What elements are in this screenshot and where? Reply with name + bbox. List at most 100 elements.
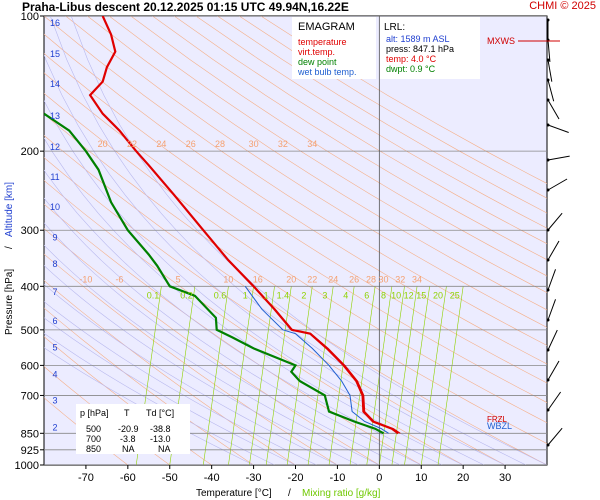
adiabat-label: 32 [395, 274, 405, 284]
mixing-ratio-label: 10 [391, 290, 401, 300]
dry-adiabat-line [44, 72, 547, 403]
mixing-ratio-label: 0.1 [147, 290, 160, 300]
data-table: p [hPa] T Td [°C] 500 -20.9 -38.8 700 -3… [76, 404, 190, 454]
legend-item-temperature: temperature [298, 37, 347, 47]
altitude-tick-label: 13 [50, 111, 60, 121]
dry-adiabat-line [44, 33, 547, 365]
mixing-ratio-label: 0.6 [214, 290, 227, 300]
mixing-ratio-label: 15 [416, 290, 426, 300]
table-header-t: T [124, 408, 130, 418]
altitude-tick-label: 9 [52, 233, 57, 243]
altitude-tick-label: 4 [52, 369, 57, 379]
x-tick-label: -20 [288, 472, 304, 484]
legend-heading: EMAGRAM [298, 21, 355, 33]
table-cell: NA [158, 444, 171, 454]
x-tick-label: 0 [376, 472, 382, 484]
altitude-tick-label: 15 [50, 49, 60, 59]
mixing-ratio-line [437, 286, 464, 465]
lrl-temp: temp: 4.0 °C [386, 54, 437, 64]
adiabat-label: 28 [366, 274, 376, 284]
dry-adiabat-line [174, 16, 547, 245]
mixing-ratio-label: 1.4 [277, 290, 290, 300]
dry-adiabat-line [130, 16, 547, 277]
wind-barb-staff [547, 360, 560, 381]
mixing-ratio-label: 6 [364, 290, 369, 300]
wind-barb-staff [547, 299, 556, 321]
frzl-label: FRZL [487, 415, 508, 424]
mixing-ratio-label: 2 [301, 290, 306, 300]
table-cell: NA [122, 444, 135, 454]
wind-barb-base [546, 18, 550, 22]
mixing-ratio-line [349, 286, 376, 465]
wind-barb-base [546, 158, 550, 162]
table-header-p: p [hPa] [80, 408, 109, 418]
adiabat-label: 32 [278, 139, 288, 149]
altitude-tick-label: 10 [50, 202, 60, 212]
credit-label: CHMI © 2025 [529, 0, 596, 12]
table-cell: -38.8 [150, 424, 171, 434]
lrl-heading: LRL: [384, 22, 405, 33]
adiabat-label: 28 [215, 139, 225, 149]
adiabat-label: 26 [349, 274, 359, 284]
adiabat-label: 24 [156, 139, 166, 149]
adiabat-label: 30 [379, 274, 389, 284]
wind-barb-staff [547, 59, 553, 82]
wind-barb-base [546, 258, 550, 262]
y-tick-label: 600 [21, 360, 39, 372]
plot-background [43, 15, 548, 466]
wind-barb-staff [547, 240, 560, 261]
mixing-ratio-label: 3 [322, 290, 327, 300]
x-tick-label: 20 [457, 472, 469, 484]
wind-barb-staff [547, 329, 558, 351]
mixing-ratio-line [307, 286, 334, 465]
wind-barb-base [546, 408, 550, 412]
table-header-td: Td [°C] [146, 408, 174, 418]
adiabat-label: 16 [253, 274, 263, 284]
mxws-label: MXWS [487, 36, 515, 46]
wind-barb-base [546, 188, 550, 192]
y-tick-label: 700 [21, 390, 39, 402]
adiabat-label: -10 [79, 274, 92, 284]
adiabat-label: 24 [328, 274, 338, 284]
lrl-alt: alt: 1589 m ASL [386, 34, 450, 44]
x-axis-label-mixing: Mixing ratio [g/kg] [302, 488, 381, 499]
altitude-tick-label: 3 [52, 396, 57, 406]
altitude-tick-label: 8 [52, 259, 57, 269]
legend: EMAGRAM temperature virt.temp. dew point… [292, 17, 376, 79]
mixing-ratio-label: 12 [404, 290, 414, 300]
wind-barb-staff [547, 39, 551, 62]
y-axis-title-group: Pressure [hPa] / Altitude [km] [4, 182, 15, 335]
y-tick-label: 400 [21, 281, 39, 293]
lrl-press: press: 847.1 hPa [386, 44, 454, 54]
wind-barb-base [546, 78, 550, 82]
dry-adiabat-line [87, 16, 547, 311]
altitude-tick-label: 2 [52, 422, 57, 432]
wind-barb-base [546, 123, 550, 127]
mixing-ratio-label: 4 [343, 290, 348, 300]
wind-barb-staff [547, 124, 569, 133]
table-cell: -20.9 [118, 424, 139, 434]
mixing-ratio-label: 1 [264, 290, 269, 300]
altitude-tick-label: 16 [50, 18, 60, 28]
mixing-ratio-line [404, 286, 430, 465]
mixing-ratio-label: 8 [381, 290, 386, 300]
x-tick-label: -70 [78, 472, 94, 484]
series-line-temperature [88, 16, 399, 435]
legend-item-wet-bulb: wet bulb temp. [297, 67, 357, 77]
wind-barb-staff [547, 178, 568, 191]
x-tick-label: -60 [120, 472, 136, 484]
wbzl-label: WBZL [487, 421, 512, 431]
lrl-dwpt: dwpt: 0.9 °C [386, 64, 436, 74]
altitude-tick-label: 7 [52, 287, 57, 297]
y-tick-label: 500 [21, 325, 39, 337]
wind-barb-base [546, 443, 550, 447]
adiabat-label: 22 [307, 274, 317, 284]
altitude-tick-label: 11 [50, 172, 59, 182]
y-axis-separator: / [4, 246, 15, 249]
table-cell: -13.0 [150, 434, 171, 444]
dry-adiabat-line [44, 16, 547, 346]
adiabat-label: 10 [223, 274, 233, 284]
y-tick-label: 300 [21, 225, 39, 237]
adiabat-label: 34 [412, 274, 422, 284]
wind-barb-staff [547, 427, 563, 446]
